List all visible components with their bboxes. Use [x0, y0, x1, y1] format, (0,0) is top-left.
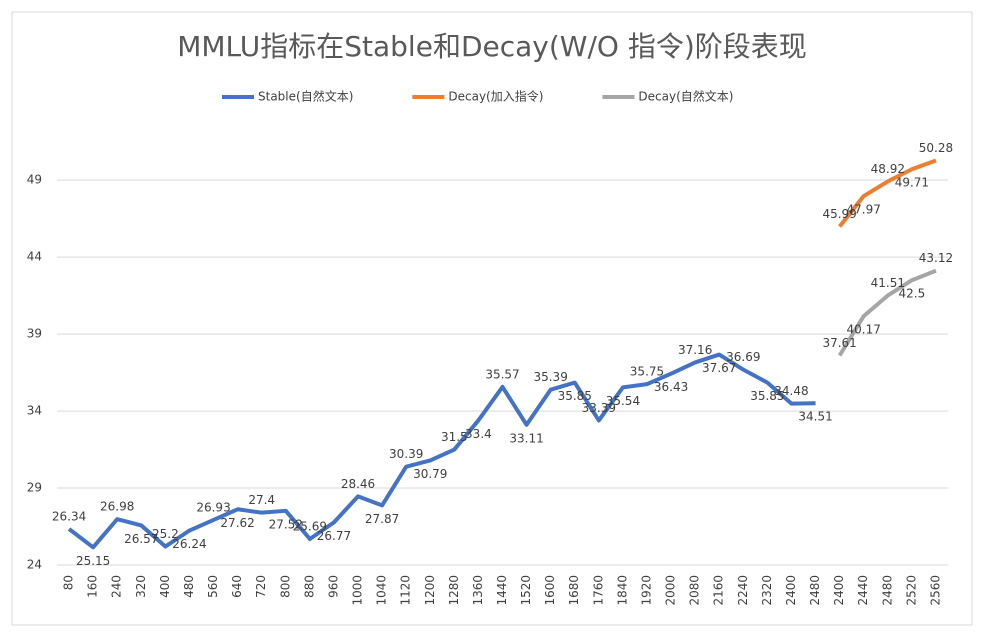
x-tick-label: 480: [182, 575, 196, 598]
data-label: 35.75: [630, 365, 664, 379]
series-line: [838, 158, 937, 228]
data-label: 37.61: [822, 336, 856, 350]
x-tick-label: 2480: [808, 575, 822, 606]
x-tick-label: 1600: [543, 575, 557, 606]
x-tick-label: 1840: [615, 575, 629, 606]
x-tick-label: 2560: [928, 575, 942, 606]
x-tick-label: 320: [134, 575, 148, 598]
series-line: [837, 268, 937, 357]
x-tick-label: 1520: [519, 575, 533, 606]
x-tick-label: 2400: [832, 575, 846, 606]
x-tick-label: 2080: [688, 575, 702, 606]
data-label: 35.54: [606, 394, 640, 408]
data-label: 34.48: [774, 384, 808, 398]
data-label: 27.87: [365, 512, 399, 526]
x-tick-label: 1920: [639, 575, 653, 606]
data-label: 27.62: [220, 516, 254, 530]
data-label: 26.93: [196, 500, 230, 514]
x-tick-label: 1680: [567, 575, 581, 606]
data-label: 36.43: [654, 380, 688, 394]
data-label: 31.5: [441, 430, 468, 444]
y-tick-label: 39: [27, 327, 42, 341]
x-tick-label: 1360: [471, 575, 485, 606]
x-tick-label: 2520: [904, 575, 918, 606]
x-tick-label: 160: [86, 575, 100, 598]
data-label: 26.77: [317, 529, 351, 543]
y-tick-label: 49: [27, 173, 42, 187]
data-label: 49.71: [895, 176, 929, 190]
x-tick-label: 1760: [591, 575, 605, 606]
x-tick-label: 80: [62, 575, 76, 590]
data-label: 28.46: [341, 477, 375, 491]
x-tick-label: 2160: [712, 575, 726, 606]
series-line: [67, 352, 816, 550]
data-label: 47.97: [847, 203, 881, 217]
data-label: 30.39: [389, 447, 423, 461]
y-tick-label: 24: [27, 558, 42, 572]
data-label: 27.4: [248, 493, 275, 507]
x-tick-label: 560: [206, 575, 220, 598]
data-label: 25.69: [293, 519, 327, 533]
x-tick-label: 640: [230, 575, 244, 598]
y-tick-label: 44: [27, 250, 42, 264]
legend-label: Decay(自然文本): [638, 89, 733, 104]
data-label: 36.69: [726, 350, 760, 364]
x-tick-label: 2480: [880, 575, 894, 606]
x-tick-label: 2240: [736, 575, 750, 606]
x-tick-label: 800: [278, 575, 292, 598]
data-label: 26.98: [100, 500, 134, 514]
data-label: 41.51: [871, 276, 905, 290]
x-tick-label: 960: [326, 575, 340, 598]
x-tick-label: 2400: [784, 575, 798, 606]
data-label: 26.34: [52, 509, 86, 523]
y-tick-label: 34: [27, 404, 42, 418]
legend-label: Decay(加入指令): [448, 89, 543, 104]
y-tick-label: 29: [27, 481, 42, 495]
data-label: 40.17: [847, 323, 881, 337]
data-label: 43.12: [919, 251, 953, 265]
data-label: 33.4: [465, 427, 492, 441]
data-label: 37.16: [678, 343, 712, 357]
data-label: 35.85: [558, 389, 592, 403]
data-label: 35.39: [533, 370, 567, 384]
data-label: 26.57: [124, 532, 158, 546]
data-label: 26.24: [172, 537, 206, 551]
x-tick-label: 1040: [375, 575, 389, 606]
data-label: 25.2: [152, 527, 179, 541]
data-label: 50.28: [919, 141, 953, 155]
x-tick-label: 880: [302, 575, 316, 598]
data-label: 42.5: [899, 287, 926, 301]
x-tick-label: 400: [158, 575, 172, 598]
x-tick-label: 2440: [856, 575, 870, 606]
x-tick-label: 1000: [351, 575, 365, 606]
data-label: 34.51: [798, 410, 832, 424]
data-label: 33.11: [509, 431, 543, 445]
chart-title: MMLU指标在Stable和Decay(W/O 指令)阶段表现: [177, 30, 807, 63]
data-label: 30.79: [413, 467, 447, 481]
data-label: 48.92: [871, 162, 905, 176]
data-label: 45.99: [822, 207, 856, 221]
data-label: 35.57: [485, 367, 519, 381]
x-tick-label: 1200: [423, 575, 437, 606]
x-tick-label: 720: [254, 575, 268, 598]
x-tick-label: 1280: [447, 575, 461, 606]
x-tick-label: 1120: [399, 575, 413, 606]
chart-frame: [11, 11, 973, 626]
data-label: 37.67: [702, 361, 736, 375]
x-tick-label: 2000: [664, 575, 678, 606]
data-label: 33.39: [582, 401, 616, 415]
data-label: 35.85: [750, 389, 784, 403]
x-tick-label: 1440: [495, 575, 509, 606]
data-label: 27.52: [269, 517, 303, 531]
data-label: 25.15: [76, 554, 110, 568]
x-tick-label: 240: [110, 575, 124, 598]
legend-label: Stable(自然文本): [258, 89, 353, 104]
x-tick-label: 2320: [760, 575, 774, 606]
